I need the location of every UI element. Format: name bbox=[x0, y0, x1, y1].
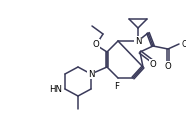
Text: F: F bbox=[115, 82, 119, 91]
Text: N: N bbox=[135, 37, 141, 46]
Text: OH: OH bbox=[182, 40, 186, 49]
Text: O: O bbox=[93, 40, 99, 49]
Text: O: O bbox=[165, 62, 171, 71]
Text: HN: HN bbox=[49, 85, 62, 94]
Text: N: N bbox=[88, 70, 94, 79]
Text: O: O bbox=[150, 60, 156, 69]
